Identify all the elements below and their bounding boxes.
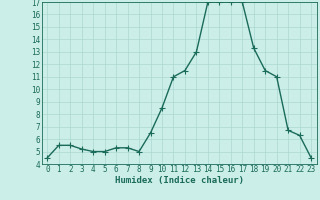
X-axis label: Humidex (Indice chaleur): Humidex (Indice chaleur) xyxy=(115,176,244,185)
